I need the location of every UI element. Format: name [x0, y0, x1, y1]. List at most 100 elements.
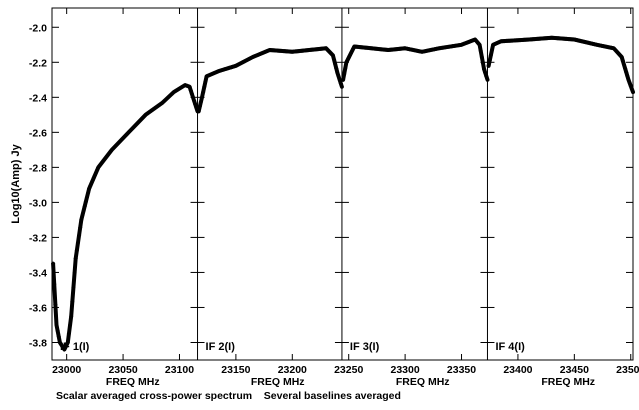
data-point-marker [201, 90, 206, 95]
data-point-marker [489, 48, 494, 53]
x-tick-label: 23150 [221, 364, 250, 376]
x-tick-label: 23300 [391, 364, 420, 376]
data-point-marker [51, 261, 56, 266]
data-point-marker [196, 109, 201, 114]
data-point-marker [480, 61, 485, 66]
series-line-if2 [196, 46, 344, 114]
data-point-marker [70, 299, 75, 304]
data-point-marker [619, 55, 624, 60]
x-axis-label: FREQ MHz [396, 376, 450, 388]
data-point-marker [53, 302, 58, 307]
data-point-marker [62, 347, 67, 352]
data-point-marker [342, 71, 347, 76]
data-point-marker [629, 86, 634, 91]
panel-label-if3: IF 3(I) [350, 341, 380, 353]
data-point-marker [341, 77, 346, 82]
data-point-marker [482, 67, 487, 72]
data-point-marker [332, 57, 337, 62]
x-tick-label: 23500 [616, 364, 639, 376]
x-axis-label: FREQ MHz [541, 376, 595, 388]
data-point-marker [344, 60, 349, 65]
data-point-marker [330, 53, 335, 58]
data-point-marker [484, 74, 489, 79]
series-line-if3 [341, 37, 490, 82]
y-tick-label: -2.4 [29, 92, 47, 104]
data-point-marker [63, 345, 68, 350]
y-tick-label: -2.6 [29, 127, 47, 139]
data-point-marker [627, 80, 632, 85]
data-point-marker [345, 58, 350, 63]
x-tick-label: 23350 [447, 364, 476, 376]
data-point-marker [82, 204, 87, 209]
data-point-marker [479, 55, 484, 60]
panel-label-if1: IF 1(I) [60, 341, 90, 353]
data-point-marker [78, 225, 83, 230]
data-point-marker [87, 186, 92, 191]
data-point-marker [628, 83, 633, 88]
data-point-marker [477, 42, 482, 47]
data-point-marker [89, 181, 94, 186]
data-point-marker [86, 190, 91, 195]
data-point-marker [487, 58, 492, 63]
data-point-marker [73, 256, 78, 261]
data-point-marker [336, 74, 341, 79]
y-tick-label: -3.6 [29, 302, 47, 314]
data-point-marker [351, 46, 356, 51]
data-point-marker [621, 62, 626, 67]
data-point-marker [187, 84, 192, 89]
y-tick-label: -2.2 [29, 57, 47, 69]
data-point-marker [77, 233, 82, 238]
y-axis-label: Log10(Amp) Jy [10, 143, 22, 223]
y-tick-label: -3.2 [29, 232, 47, 244]
data-point-marker [88, 183, 93, 188]
y-tick-label: -3.8 [29, 337, 47, 349]
panel-label-if2: IF 2(I) [206, 341, 236, 353]
data-point-marker [93, 170, 98, 175]
data-point-marker [66, 331, 71, 336]
data-point-marker [626, 77, 631, 82]
data-point-marker [56, 334, 61, 339]
data-point-marker [191, 95, 196, 100]
data-point-marker [72, 270, 77, 275]
data-point-marker [333, 62, 338, 67]
data-point-marker [83, 199, 88, 204]
data-point-marker [343, 66, 348, 71]
x-tick-label: 23200 [278, 364, 307, 376]
y-tick-label: -2.0 [29, 22, 47, 34]
data-point-marker [200, 95, 205, 100]
x-tick-label: 23100 [165, 364, 194, 376]
panel-label-if4: IF 4(I) [495, 341, 525, 353]
data-point-marker [346, 55, 351, 60]
data-point-marker [337, 77, 342, 82]
y-tick-label: -3.4 [29, 267, 47, 279]
x-tick-label: 23250 [334, 364, 363, 376]
data-point-marker [69, 314, 74, 319]
data-point-marker [202, 84, 207, 89]
y-tick-label: -2.8 [29, 162, 47, 174]
data-point-marker [75, 241, 80, 246]
data-point-marker [91, 175, 96, 180]
data-point-marker [623, 66, 628, 71]
data-point-marker [193, 102, 198, 107]
data-point-marker [348, 51, 353, 56]
data-point-marker [625, 74, 630, 79]
data-point-marker [197, 104, 202, 109]
plot-frame [51, 7, 634, 361]
x-axis-label: FREQ MHz [106, 376, 160, 388]
data-point-marker [80, 213, 85, 218]
data-point-marker [55, 328, 60, 333]
data-point-marker [68, 322, 73, 327]
chart-caption: Scalar averaged cross-power spectrum Sev… [56, 390, 401, 402]
data-point-marker [64, 342, 69, 347]
data-point-marker [334, 66, 339, 71]
data-point-marker [483, 70, 488, 75]
x-tick-label: 23400 [503, 364, 532, 376]
data-point-marker [71, 285, 76, 290]
x-tick-label: 23050 [108, 364, 137, 376]
data-point-marker [92, 173, 97, 178]
data-point-marker [488, 53, 493, 58]
x-tick-label: 23450 [560, 364, 589, 376]
data-point-marker [478, 48, 483, 53]
data-point-marker [65, 340, 70, 345]
x-tick-label: 23000 [52, 364, 81, 376]
